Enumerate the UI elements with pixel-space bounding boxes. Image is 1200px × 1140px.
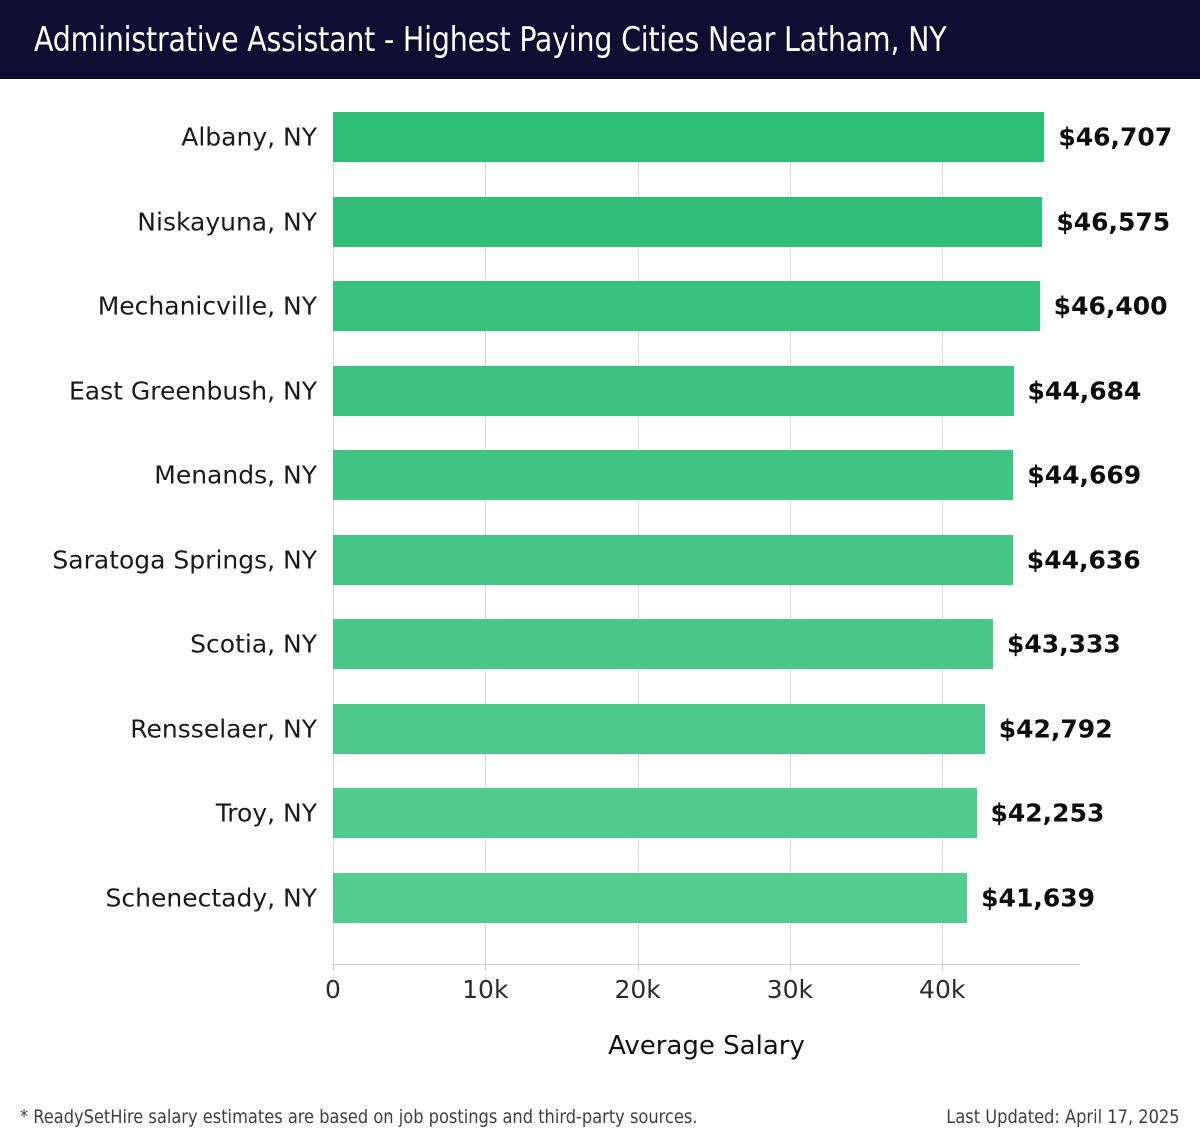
- bar[interactable]: [333, 534, 1013, 585]
- bar-category-label: Scotia, NY: [190, 629, 317, 659]
- x-axis-title: Average Salary: [608, 1031, 805, 1061]
- x-tick-mark: [485, 964, 487, 971]
- bar[interactable]: [333, 788, 977, 839]
- bar[interactable]: [333, 619, 993, 670]
- chart-footer: * ReadySetHire salary estimates are base…: [0, 1093, 1200, 1140]
- footer-disclaimer: * ReadySetHire salary estimates are base…: [20, 1105, 698, 1128]
- bar[interactable]: [333, 112, 1045, 163]
- bar[interactable]: [333, 872, 968, 923]
- bar-value-label: $44,684: [1027, 376, 1142, 406]
- bar-value-label: $46,400: [1053, 291, 1168, 321]
- bar-category-label: Mechanicville, NY: [97, 291, 317, 321]
- bar-value-label: $42,792: [998, 714, 1113, 744]
- bar[interactable]: [333, 281, 1040, 332]
- x-tick-mark: [333, 964, 334, 971]
- bar-row[interactable]: Albany, NY $46,707: [0, 95, 1200, 180]
- bar-row[interactable]: Schenectady, NY $41,639: [0, 856, 1200, 941]
- chart-header-band: Administrative Assistant - Highest Payin…: [0, 0, 1200, 79]
- bar-row[interactable]: Troy, NY $42,253: [0, 771, 1200, 856]
- bar-row[interactable]: East Greenbush, NY $44,684: [0, 349, 1200, 434]
- bar-category-label: Rensselaer, NY: [130, 714, 317, 744]
- x-tick-mark: [942, 964, 944, 971]
- x-tick-mark: [789, 964, 791, 971]
- footer-last-updated: Last Updated: April 17, 2025: [946, 1105, 1180, 1128]
- bar-value-label: $42,253: [990, 798, 1105, 828]
- bar-category-label: East Greenbush, NY: [68, 376, 317, 406]
- bar-category-label: Saratoga Springs, NY: [52, 545, 317, 575]
- chart-plot-area: 0 10k 20k 30k 40k Albany, NY $46,707 Niskayuna…: [0, 79, 1200, 1140]
- bar-value-label: $43,333: [1006, 629, 1121, 659]
- x-tick-label: 20k: [614, 975, 661, 1004]
- bar[interactable]: [333, 703, 985, 754]
- bar-row[interactable]: Saratoga Springs, NY $44,636: [0, 518, 1200, 603]
- x-tick-label: 30k: [766, 975, 814, 1004]
- bar-value-label: $44,669: [1027, 460, 1142, 490]
- bar[interactable]: [333, 196, 1043, 247]
- bar-row[interactable]: Scotia, NY $43,333: [0, 602, 1200, 687]
- bar[interactable]: [333, 450, 1014, 501]
- bar-category-label: Albany, NY: [181, 122, 317, 152]
- bar-value-label: $44,636: [1026, 545, 1141, 575]
- bar-value-label: $46,707: [1058, 122, 1173, 152]
- bar-row[interactable]: Rensselaer, NY $42,792: [0, 687, 1200, 772]
- x-axis-line: [333, 964, 1080, 965]
- bar-row[interactable]: Niskayuna, NY $46,575: [0, 180, 1200, 265]
- bar-row[interactable]: Menands, NY $44,669: [0, 433, 1200, 518]
- x-tick-label: 0: [325, 975, 341, 1004]
- bar[interactable]: [333, 365, 1014, 416]
- x-tick-label: 10k: [462, 975, 509, 1004]
- x-tick-mark: [637, 964, 639, 971]
- bar-category-label: Troy, NY: [215, 798, 317, 828]
- page-title: Administrative Assistant - Highest Payin…: [34, 19, 947, 60]
- bar-value-label: $41,639: [981, 883, 1096, 913]
- x-tick-label: 40k: [919, 975, 966, 1004]
- bar-value-label: $46,575: [1056, 207, 1171, 237]
- chart-canvas: 0 10k 20k 30k 40k Albany, NY $46,707 Niskayuna…: [0, 79, 1200, 1140]
- bar-category-label: Schenectady, NY: [105, 883, 317, 913]
- bar-category-label: Menands, NY: [154, 460, 317, 490]
- bar-category-label: Niskayuna, NY: [137, 207, 317, 237]
- bar-row[interactable]: Mechanicville, NY $46,400: [0, 264, 1200, 349]
